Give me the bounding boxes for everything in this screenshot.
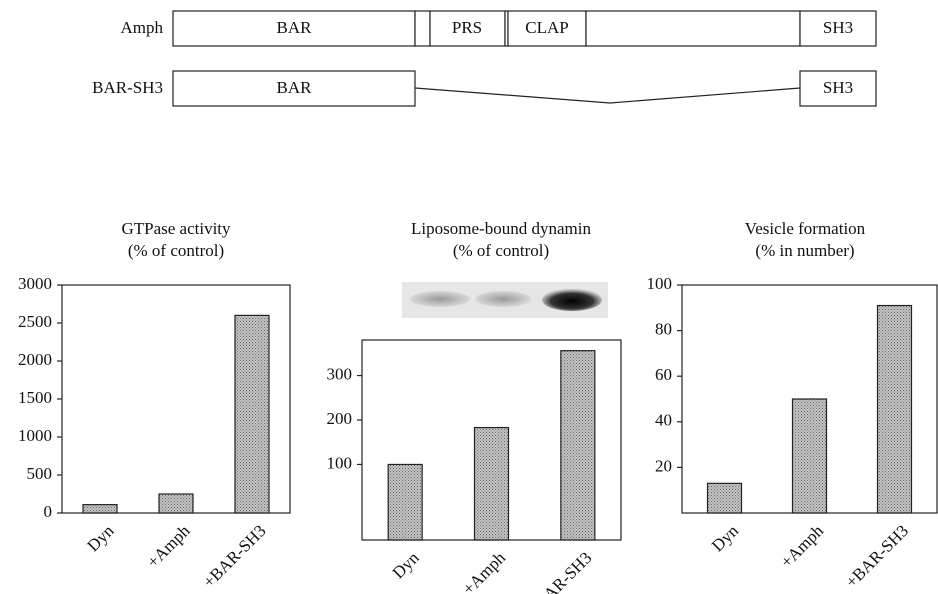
y-tick-label: 100 bbox=[327, 453, 353, 472]
domain-label: SH3 bbox=[823, 18, 853, 37]
domain-label: SH3 bbox=[823, 78, 853, 97]
chart-title: Vesicle formation bbox=[745, 219, 866, 238]
page: {"domain_diagram": { "rows": [ {"label":… bbox=[0, 0, 938, 594]
x-tick-label: +BAR-SH3 bbox=[525, 548, 595, 594]
bar bbox=[878, 306, 912, 513]
bar bbox=[235, 315, 269, 513]
domain-label: BAR bbox=[277, 18, 313, 37]
x-tick-label: +Amph bbox=[143, 521, 194, 572]
y-tick-label: 1000 bbox=[18, 426, 52, 445]
bar bbox=[475, 428, 509, 540]
row-label: BAR-SH3 bbox=[92, 78, 163, 97]
y-tick-label: 2500 bbox=[18, 312, 52, 331]
x-tick-label: Dyn bbox=[83, 521, 117, 555]
y-tick-label: 300 bbox=[327, 364, 353, 383]
domain-label: CLAP bbox=[525, 18, 568, 37]
domain-label: BAR bbox=[277, 78, 313, 97]
x-tick-label: +Amph bbox=[777, 521, 828, 572]
x-tick-label: Dyn bbox=[389, 548, 423, 582]
y-tick-label: 0 bbox=[44, 502, 53, 521]
y-tick-label: 1500 bbox=[18, 388, 52, 407]
figure: Amph BAR PRS CLAP SH3 BAR-SH3 BAR SH3 GT… bbox=[0, 0, 938, 594]
amph-row: Amph BAR PRS CLAP SH3 bbox=[121, 11, 877, 46]
chart: GTPase activity (% of control) 0 500 1000 150… bbox=[18, 219, 290, 592]
bar bbox=[83, 505, 117, 513]
chart-subtitle: (% in number) bbox=[755, 241, 854, 260]
chart: Vesicle formation (% in number) 20 40 60 80 10… bbox=[647, 219, 938, 592]
chart-title: Liposome-bound dynamin bbox=[411, 219, 591, 238]
bar bbox=[159, 494, 193, 513]
bar bbox=[708, 483, 742, 513]
chart-title: GTPase activity bbox=[121, 219, 231, 238]
deletion-line bbox=[415, 88, 800, 103]
y-tick-label: 2000 bbox=[18, 350, 52, 369]
x-tick-label: +BAR-SH3 bbox=[842, 521, 912, 591]
y-tick-label: 40 bbox=[655, 411, 672, 430]
blot bbox=[402, 282, 608, 318]
chart: Liposome-bound dynamin (% of control) 100 2… bbox=[327, 219, 622, 594]
y-tick-label: 20 bbox=[655, 456, 672, 475]
bar-sh3-row: BAR-SH3 BAR SH3 bbox=[92, 71, 876, 106]
blot-band bbox=[410, 291, 470, 307]
x-tick-label: Dyn bbox=[708, 521, 742, 555]
domain-box bbox=[586, 11, 800, 46]
chart-subtitle: (% of control) bbox=[453, 241, 549, 260]
blot-band bbox=[542, 289, 602, 311]
domain-label: PRS bbox=[452, 18, 482, 37]
y-tick-label: 100 bbox=[647, 274, 673, 293]
row-label: Amph bbox=[121, 18, 164, 37]
domain-box bbox=[415, 11, 430, 46]
bar bbox=[388, 464, 422, 540]
bar bbox=[561, 351, 595, 540]
y-tick-label: 80 bbox=[655, 320, 672, 339]
bar bbox=[793, 399, 827, 513]
y-tick-label: 60 bbox=[655, 365, 672, 384]
y-tick-label: 200 bbox=[327, 409, 353, 428]
x-tick-label: +BAR-SH3 bbox=[199, 521, 269, 591]
x-tick-label: +Amph bbox=[459, 548, 510, 594]
y-tick-label: 500 bbox=[27, 464, 53, 483]
chart-subtitle: (% of control) bbox=[128, 241, 224, 260]
blot-band bbox=[475, 291, 531, 307]
y-tick-label: 3000 bbox=[18, 274, 52, 293]
